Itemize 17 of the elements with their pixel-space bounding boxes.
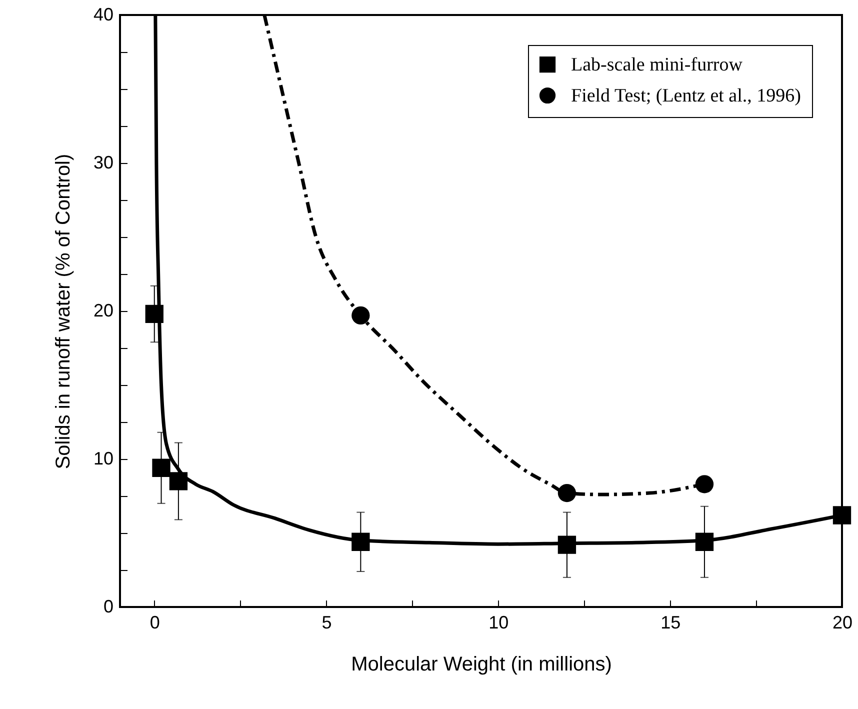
x-tick-label: 5: [322, 612, 332, 632]
x-tick-label: 10: [488, 612, 509, 632]
x-tick-label: 15: [660, 612, 681, 632]
x-tick-label: 20: [832, 612, 853, 632]
point: [832, 506, 852, 524]
y-axis-title: Solids in runoff water (% of Control): [52, 154, 74, 470]
y-tick-label: 40: [93, 4, 114, 24]
x-tick-label: 0: [150, 612, 160, 632]
legend-label: Field Test; (Lentz et al., 1996): [571, 86, 801, 106]
legend-label: Lab-scale mini-furrow: [571, 54, 743, 76]
y-tick-label: 10: [93, 448, 114, 468]
x-axis-title: Molecular Weight (in millions): [351, 654, 612, 676]
y-tick-label: 20: [93, 300, 114, 320]
point: [169, 472, 188, 490]
y-tick-label: 30: [93, 152, 114, 172]
y-tick-label: 0: [103, 596, 114, 616]
point: [152, 458, 170, 477]
